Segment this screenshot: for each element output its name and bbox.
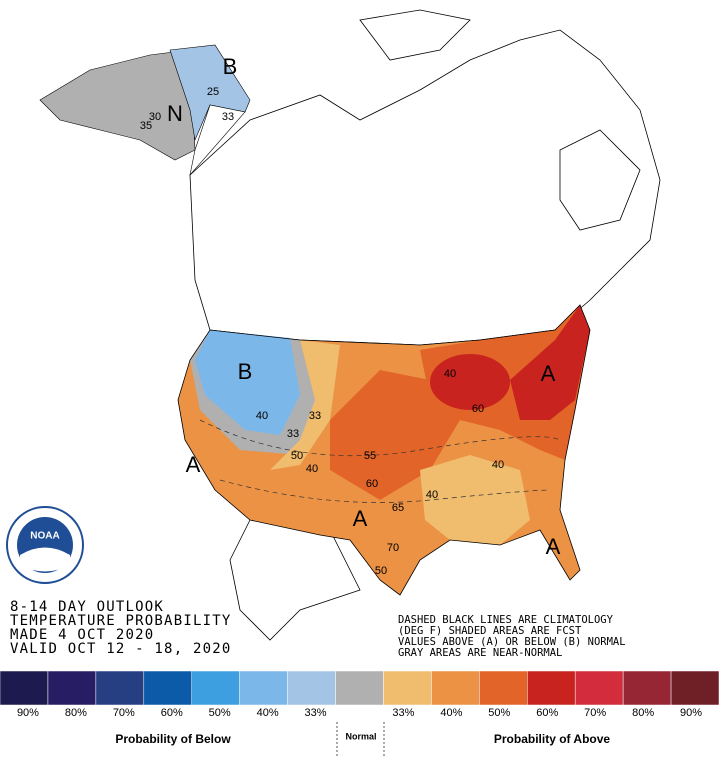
contour-label: 40 [444, 368, 456, 380]
contour-label: 40 [256, 410, 268, 422]
legend-swatch [670, 670, 719, 706]
legend-label: 80% [65, 707, 87, 719]
outlook-title-line: 8-14 DAY OUTLOOK [10, 599, 164, 615]
contour-label: 40 [306, 463, 318, 475]
contour-label: 25 [207, 86, 219, 98]
legend-label: 50% [488, 707, 510, 719]
region-letter: B [223, 54, 238, 79]
legend-label: 70% [113, 707, 135, 719]
contour-label: 35 [140, 120, 152, 132]
legend-label: 60% [161, 707, 183, 719]
legend-swatch [287, 670, 336, 706]
legend-label: 70% [584, 707, 606, 719]
legend-label: 33% [392, 707, 414, 719]
conus [177, 304, 591, 596]
legend-label: 90% [680, 707, 702, 719]
logo-text: NOAA [30, 531, 59, 542]
contour-label: 50 [375, 565, 387, 577]
legend-swatch [95, 670, 145, 706]
legend-swatch [383, 670, 432, 706]
contour-label: 55 [364, 450, 376, 462]
legend-below-title: Probability of Below [115, 732, 231, 746]
legend-label: 50% [209, 707, 231, 719]
region-letter: A [546, 534, 561, 559]
legend-swatch [47, 670, 97, 706]
legend-swatch [0, 670, 49, 706]
region-letter: A [353, 506, 368, 531]
contour-label: 60 [472, 403, 484, 415]
outlook-note: GRAY AREAS ARE NEAR-NORMAL [398, 647, 562, 659]
region-letter: B [238, 359, 253, 384]
region-letter: A [186, 452, 201, 477]
region-letter: A [541, 361, 556, 386]
region-letter: N [167, 101, 183, 126]
legend-swatch [431, 670, 480, 706]
contour-label: 30 [149, 111, 161, 123]
contour-label: 65 [392, 502, 404, 514]
alaska [39, 44, 251, 177]
contour-label: 70 [387, 542, 399, 554]
contour-label: 50 [291, 450, 303, 462]
legend-swatch [191, 670, 240, 706]
legend-label: 90% [17, 707, 39, 719]
contour-label: 33 [222, 111, 234, 123]
legend-swatch [143, 670, 192, 706]
legend-label: 40% [440, 707, 462, 719]
outlook-note: DASHED BLACK LINES ARE CLIMATOLOGY [398, 614, 614, 626]
legend-swatch [527, 670, 576, 706]
legend-swatch [574, 670, 624, 706]
basemap [189, 9, 661, 641]
noaa-logo: NOAA [6, 506, 84, 584]
legend-above-title: Probability of Above [494, 732, 611, 746]
legend-normal-title: Normal [345, 731, 376, 741]
outlook-title-line: MADE 4 OCT 2020 [10, 627, 154, 643]
outlook-title-line: VALID OCT 12 - 18, 2020 [10, 641, 231, 657]
legend-swatch [335, 670, 384, 706]
legend-swatch [239, 670, 288, 706]
legend-label: 40% [257, 707, 279, 719]
outlook-note: VALUES ABOVE (A) OR BELOW (B) NORMAL [398, 636, 626, 648]
outlook-note: (DEG F) SHADED AREAS ARE FCST [398, 625, 582, 637]
contour-label: 33 [287, 428, 299, 440]
legend-swatch [479, 670, 528, 706]
contour-label: 40 [492, 459, 504, 471]
contour-label: 40 [426, 489, 438, 501]
legend-label: 33% [305, 707, 327, 719]
legend-label: 60% [536, 707, 558, 719]
outlook-title-line: TEMPERATURE PROBABILITY [10, 613, 231, 629]
legend-label: 80% [632, 707, 654, 719]
contour-label: 33 [309, 410, 321, 422]
legend-swatch [622, 670, 672, 706]
contour-label: 60 [366, 478, 378, 490]
